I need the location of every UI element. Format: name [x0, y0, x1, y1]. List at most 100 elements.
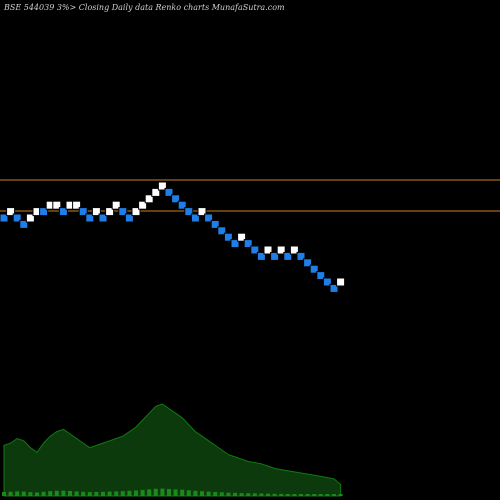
volume-bar — [279, 493, 284, 496]
volume-bar — [226, 492, 231, 496]
volume-bar — [101, 491, 105, 496]
renko-brick — [118, 207, 128, 217]
renko-brick — [296, 251, 306, 261]
volume-bar — [114, 491, 119, 496]
renko-brick — [329, 283, 339, 293]
volume-bar — [81, 491, 86, 496]
volume-bar — [68, 491, 72, 496]
volume-bar — [259, 493, 264, 496]
renko-brick — [151, 187, 161, 197]
volume-bar — [252, 493, 257, 496]
renko-brick — [78, 207, 88, 217]
renko-brick — [303, 258, 313, 268]
renko-brick — [197, 207, 207, 217]
volume-bar — [8, 491, 13, 496]
volume-bar — [160, 488, 165, 496]
volume-bar — [147, 489, 152, 496]
renko-brick — [270, 251, 280, 261]
volume-bar — [239, 493, 244, 496]
renko-brick — [58, 207, 68, 217]
volume-bar — [325, 494, 330, 496]
volume-bar — [292, 494, 297, 496]
renko-brick — [177, 200, 187, 210]
volume-bar — [127, 490, 132, 496]
renko-brick — [85, 213, 95, 223]
volume-bar — [15, 491, 20, 496]
volume-bar — [28, 492, 33, 496]
renko-brick — [217, 226, 227, 236]
volume-bar — [305, 494, 310, 496]
volume-bar — [120, 491, 125, 496]
renko-brick — [105, 207, 115, 217]
renko-brick — [289, 245, 299, 255]
renko-brick — [0, 213, 9, 223]
renko-brick — [52, 200, 62, 210]
volume-bar — [312, 494, 317, 496]
volume-bar — [94, 492, 99, 496]
renko-brick — [243, 239, 253, 249]
renko-brick — [309, 264, 319, 274]
volume-bar — [173, 489, 178, 496]
volume-bar — [87, 492, 92, 496]
volume-bar — [74, 491, 79, 496]
renko-brick — [6, 207, 16, 217]
volume-bar — [285, 494, 290, 496]
renko-brick — [283, 251, 293, 261]
renko-brick — [190, 213, 200, 223]
volume-area — [3, 403, 342, 497]
volume-bar — [246, 493, 251, 496]
volume-bar — [206, 491, 211, 496]
volume-bar — [41, 491, 46, 496]
renko-brick — [276, 245, 286, 255]
volume-bar — [219, 492, 224, 496]
volume-bar — [167, 489, 171, 496]
volume-bar — [299, 494, 303, 496]
renko-brick — [322, 277, 332, 287]
renko-brick — [171, 194, 181, 204]
renko-brick — [263, 245, 273, 255]
renko-brick — [316, 271, 326, 281]
renko-brick — [256, 251, 266, 261]
volume-bar — [180, 489, 185, 496]
volume-bar — [186, 490, 191, 496]
renko-brick — [164, 187, 174, 197]
chart-title: BSE 544039 3%> Closing Daily data Renko … — [4, 3, 285, 12]
volume-bar — [134, 490, 138, 496]
renko-brick — [336, 277, 346, 287]
renko-brick — [204, 213, 214, 223]
volume-bar — [200, 491, 204, 496]
renko-brick — [144, 194, 154, 204]
volume-bar — [61, 490, 66, 496]
renko-brick — [138, 200, 148, 210]
renko-brick — [230, 239, 240, 249]
volume-bar — [153, 488, 158, 496]
renko-brick — [91, 207, 101, 217]
renko-brick — [72, 200, 82, 210]
renko-brick — [98, 213, 108, 223]
renko-brick — [237, 232, 247, 242]
renko-brick — [184, 207, 194, 217]
renko-brick — [250, 245, 260, 255]
volume-bar — [272, 493, 277, 496]
volume-bar — [213, 492, 218, 496]
renko-brick — [25, 213, 35, 223]
volume-bar — [21, 491, 26, 496]
volume-bar — [338, 494, 343, 496]
volume-bar — [266, 493, 270, 496]
renko-brick — [124, 213, 134, 223]
renko-brick — [111, 200, 121, 210]
renko-brick — [19, 219, 29, 229]
volume-bar — [193, 490, 198, 496]
renko-brick — [131, 207, 141, 217]
renko-brick — [223, 232, 233, 242]
volume-bar — [107, 491, 112, 496]
volume-bar — [2, 492, 6, 496]
renko-brick — [210, 219, 220, 229]
volume-bar — [48, 491, 53, 496]
volume-bar — [233, 492, 237, 496]
volume-bar — [54, 490, 59, 496]
renko-brick — [157, 181, 167, 191]
volume-bar — [332, 494, 336, 496]
renko-brick — [12, 213, 22, 223]
